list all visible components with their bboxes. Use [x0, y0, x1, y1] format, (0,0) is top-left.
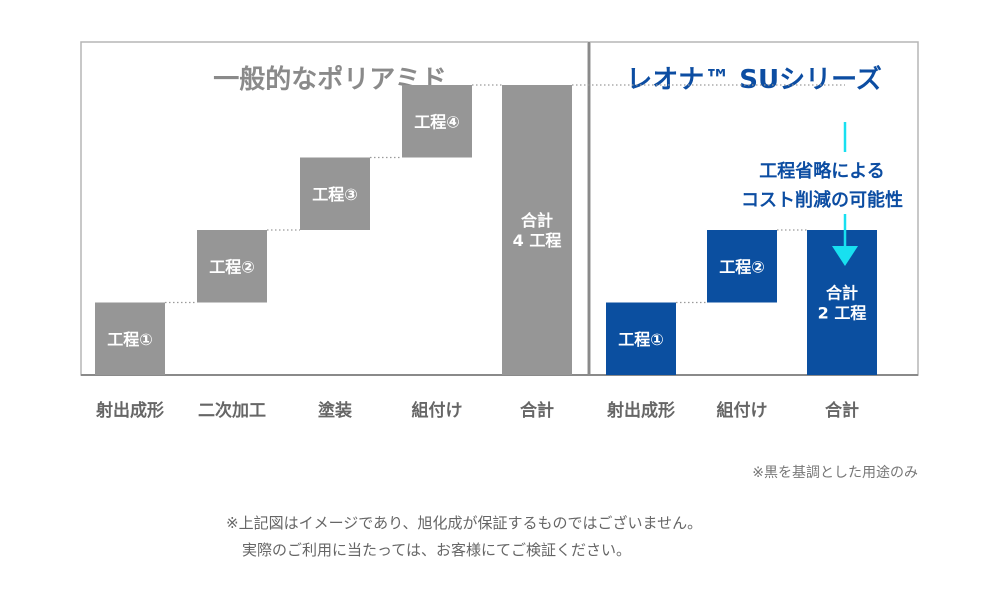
bar-label: 工程②	[209, 257, 255, 276]
bar	[197, 230, 267, 303]
disclaimer-line-2: 実際のご利用に当たっては、お客様にてご検証ください。	[242, 541, 631, 559]
bar-label: 2 工程	[818, 304, 867, 323]
bar	[707, 230, 777, 303]
disclaimer-line-1: ※上記図はイメージであり、旭化成が保証するものではございません。	[226, 514, 703, 532]
right-panel-title: レオナ™ SUシリーズ	[626, 64, 882, 95]
annotation-line-2: コスト削減の可能性	[741, 189, 903, 211]
category-label: 組付け	[412, 400, 463, 421]
bar	[95, 302, 165, 375]
category-label: 組付け	[717, 400, 768, 421]
annotation-line-1: 工程省略による	[759, 160, 884, 182]
bar-label: 工程①	[107, 330, 153, 349]
bar-label: 合計	[521, 211, 553, 230]
bar	[606, 302, 676, 375]
color-note: ※黒を基調とした用途のみ	[752, 465, 918, 481]
bar-label: 4 工程	[513, 231, 562, 250]
category-label: 合計	[520, 400, 554, 421]
category-label: 合計	[825, 400, 859, 421]
annotation-arrow-head	[832, 246, 858, 266]
bar-label: 合計	[826, 284, 858, 303]
process-comparison-chart: 一般的なポリアミド レオナ™ SUシリーズ 工程①射出成形工程②二次加工工程③塗…	[80, 41, 919, 421]
bar	[502, 85, 572, 375]
disclaimer: ※上記図はイメージであり、旭化成が保証するものではございません。 実際のご利用に…	[226, 510, 702, 564]
bar-label: 工程③	[312, 185, 358, 204]
category-label: 射出成形	[606, 400, 675, 421]
bar-label: 工程④	[414, 112, 460, 131]
bar-label: 工程②	[719, 257, 765, 276]
category-label: 二次加工	[198, 400, 266, 421]
category-label: 射出成形	[95, 400, 164, 421]
bar	[300, 157, 370, 230]
bar	[402, 85, 472, 158]
bar-label: 工程①	[618, 330, 664, 349]
category-label: 塗装	[318, 400, 352, 421]
